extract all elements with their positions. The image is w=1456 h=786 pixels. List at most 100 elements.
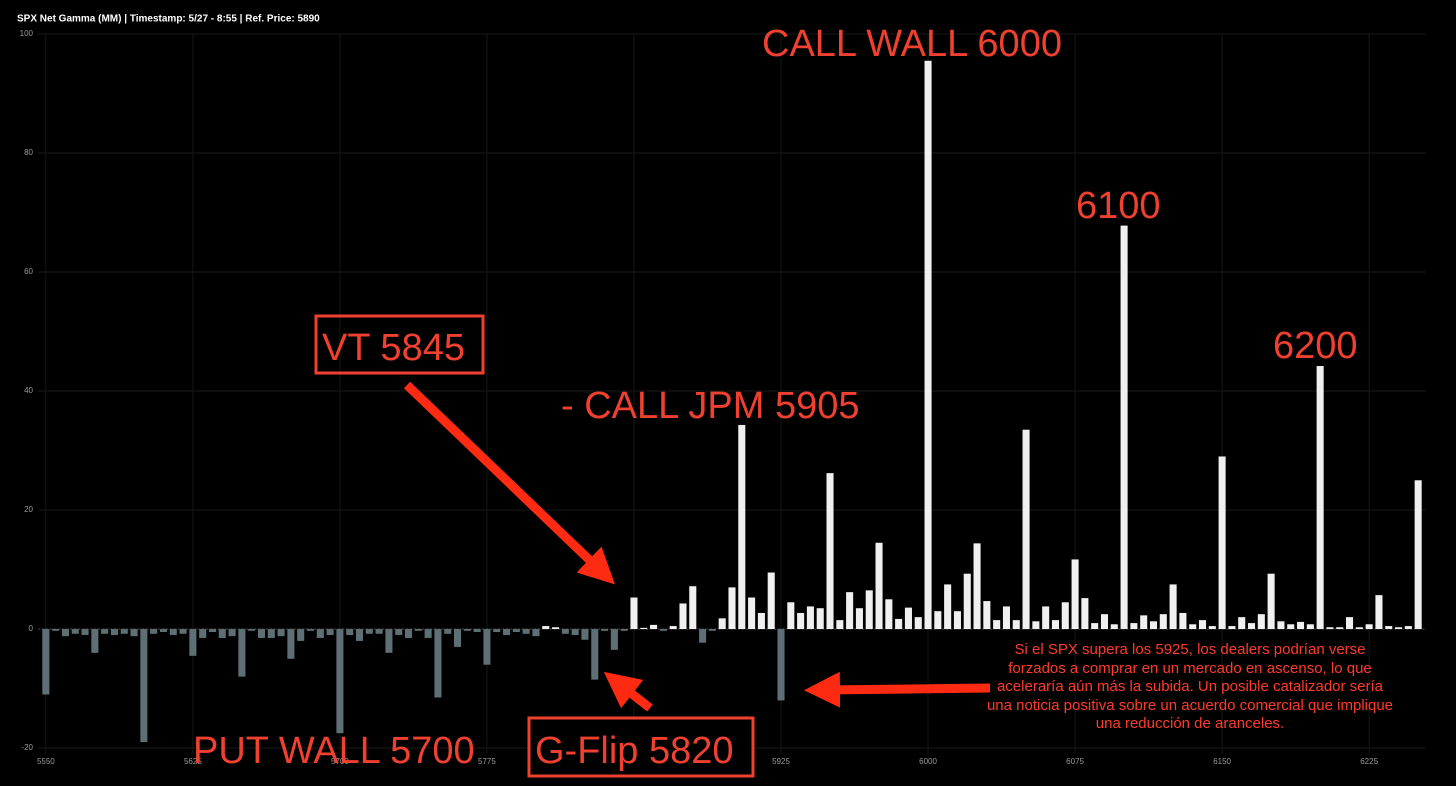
bar xyxy=(669,626,677,630)
x-tick-label: 5775 xyxy=(478,757,496,766)
bar xyxy=(689,586,697,630)
bar xyxy=(61,629,69,637)
bar xyxy=(42,629,50,695)
bar xyxy=(503,629,511,635)
bar xyxy=(1316,366,1324,630)
bar xyxy=(571,629,579,635)
bar xyxy=(728,587,736,630)
bar xyxy=(1257,614,1265,630)
bar xyxy=(444,629,452,634)
y-tick-label: 60 xyxy=(24,267,33,276)
bar xyxy=(1404,626,1412,630)
bar xyxy=(708,629,716,631)
bar xyxy=(914,617,922,630)
bar xyxy=(944,584,952,630)
annotation: - CALL JPM 5905 xyxy=(561,385,860,427)
x-tick-label: 5700 xyxy=(331,757,349,766)
bar xyxy=(1346,617,1354,630)
bar xyxy=(336,629,344,734)
bar xyxy=(522,629,530,634)
bar xyxy=(91,629,99,653)
bar xyxy=(1189,624,1197,630)
bar xyxy=(620,629,628,631)
bar xyxy=(130,629,138,637)
bar xyxy=(1336,627,1344,630)
bar xyxy=(767,572,775,630)
bar xyxy=(1140,615,1148,630)
bar xyxy=(983,601,991,630)
bar xyxy=(934,611,942,630)
annotation: CALL WALL 6000 xyxy=(762,23,1062,65)
bar xyxy=(757,612,765,630)
bar xyxy=(1208,626,1216,630)
bar xyxy=(581,629,589,640)
bar xyxy=(846,592,854,630)
annotation: 6100 xyxy=(1076,185,1161,227)
bar xyxy=(797,612,805,630)
bar xyxy=(816,608,824,630)
bar xyxy=(1218,456,1226,630)
x-tick-label: 6150 xyxy=(1213,757,1231,766)
bar xyxy=(120,629,128,634)
bar xyxy=(924,60,932,630)
bar xyxy=(52,629,60,631)
bar xyxy=(532,629,540,637)
annotation-note: Si el SPX supera los 5925, los dealers p… xyxy=(986,641,1394,732)
bar xyxy=(463,629,471,631)
bar xyxy=(1365,624,1373,630)
annotation-box xyxy=(527,716,755,778)
bar xyxy=(1287,624,1295,630)
bar xyxy=(973,543,981,630)
bar xyxy=(1385,626,1393,630)
y-tick-label: 40 xyxy=(24,386,33,395)
bar xyxy=(395,629,403,635)
bar xyxy=(1002,606,1010,630)
bar xyxy=(218,629,226,638)
bar xyxy=(1169,584,1177,630)
bar xyxy=(748,597,756,630)
bar xyxy=(679,603,687,630)
bar xyxy=(424,629,432,638)
bar xyxy=(826,473,834,630)
bar xyxy=(375,629,383,634)
bar xyxy=(238,629,246,677)
bar xyxy=(1120,225,1128,630)
bar xyxy=(1022,429,1030,630)
bar xyxy=(493,629,501,633)
bar xyxy=(199,629,207,638)
bar xyxy=(101,629,109,634)
bar xyxy=(1228,626,1236,630)
bar xyxy=(267,629,275,638)
bar xyxy=(512,629,520,633)
x-tick-label: 6225 xyxy=(1360,757,1378,766)
annotation: PUT WALL 5700 xyxy=(193,730,475,772)
bar xyxy=(1355,627,1363,630)
bar xyxy=(150,629,158,634)
bar xyxy=(630,597,638,630)
bar xyxy=(806,606,814,630)
bar xyxy=(1198,620,1207,630)
bar xyxy=(1071,559,1079,630)
bar xyxy=(81,629,89,635)
x-tick-label: 5625 xyxy=(184,757,202,766)
bar xyxy=(228,629,236,637)
bar xyxy=(836,620,844,630)
bar xyxy=(640,627,648,630)
bar xyxy=(855,608,863,630)
bar xyxy=(483,629,491,665)
bar xyxy=(140,629,148,743)
bar xyxy=(1100,614,1109,630)
bar xyxy=(1238,617,1246,630)
bar xyxy=(561,629,569,634)
bar xyxy=(542,626,550,630)
y-tick-label: -20 xyxy=(21,743,33,752)
bar xyxy=(326,629,334,635)
bar xyxy=(1130,623,1138,630)
bar xyxy=(1326,627,1334,630)
chart-title: SPX Net Gamma (MM) | Timestamp: 5/27 - 8… xyxy=(17,14,320,25)
bar xyxy=(1061,602,1069,630)
bar xyxy=(257,629,266,638)
bar xyxy=(346,629,354,635)
bar xyxy=(414,629,422,631)
